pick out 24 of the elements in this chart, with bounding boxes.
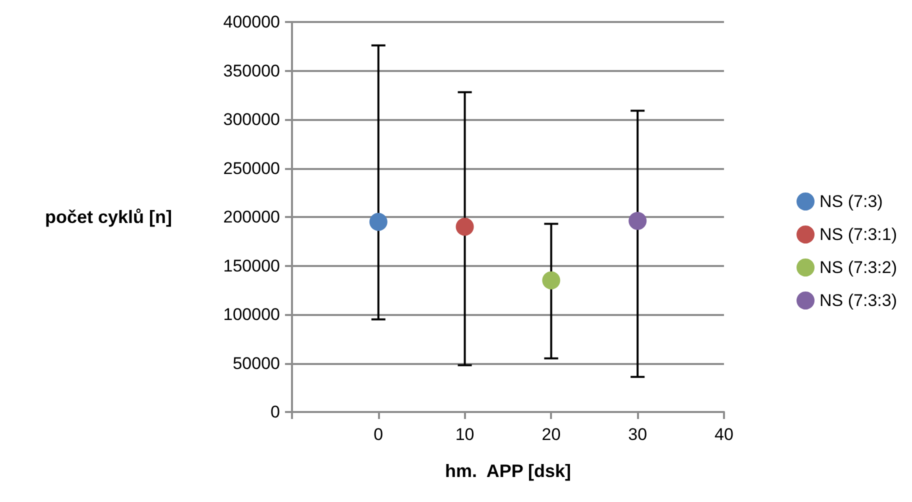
legend-label: NS (7:3:2) — [820, 258, 898, 277]
x-tick-label: 20 — [542, 425, 561, 444]
point — [542, 271, 560, 290]
x-tick-label: 10 — [455, 425, 474, 444]
x-tick-label: 30 — [628, 425, 648, 444]
point — [628, 212, 647, 230]
legend-label: NS (7:3) — [820, 192, 883, 211]
y-tick-label: 50000 — [232, 354, 280, 373]
legend-label: NS (7:3:1) — [820, 225, 898, 244]
y-tick-label: 150000 — [223, 256, 280, 276]
y-axis-title: počet cyklů [n] — [44, 207, 172, 227]
y-tick-label: 100000 — [223, 305, 280, 324]
y-tick-label: 200000 — [223, 208, 280, 226]
x-axis-title: hm. APP [dsk] — [444, 461, 572, 481]
y-tick-label: 400000 — [223, 12, 280, 32]
y-tick-label: 300000 — [223, 110, 280, 129]
y-tick-label: 250000 — [223, 158, 280, 178]
legend-label: NS (7:3:3) — [820, 291, 898, 310]
point — [369, 212, 388, 231]
y-tick-label: 0 — [270, 402, 280, 422]
x-tick-label: 40 — [714, 425, 734, 444]
point — [456, 218, 474, 236]
x-tick-label: 0 — [374, 425, 384, 444]
y-tick-label: 350000 — [223, 61, 280, 80]
